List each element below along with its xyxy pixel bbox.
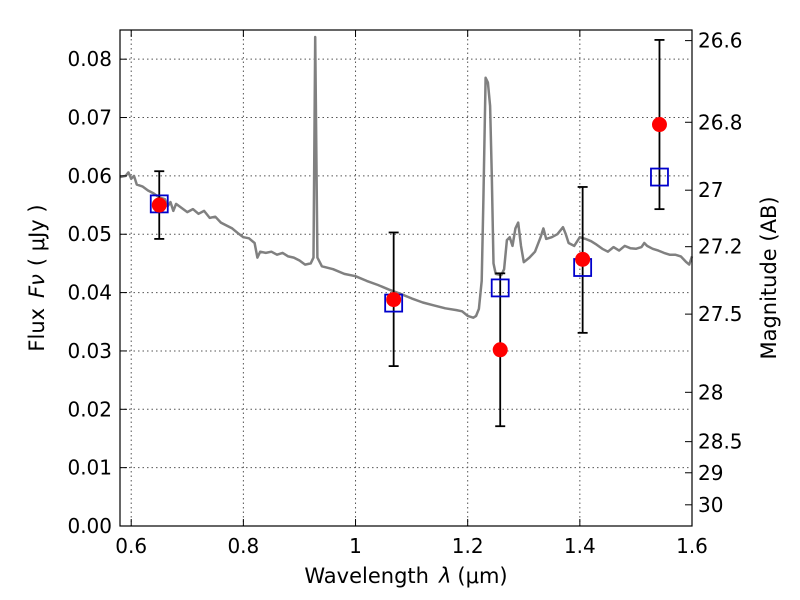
x-tick-label: 1 [349,534,362,558]
model-point [650,167,669,187]
measured-point [651,117,667,133]
y2-tick-label: 27.2 [698,235,743,259]
y2-axis-ticks: 26.6 26.8 27 27.2 27.5 28 28.5 29 30 [685,29,743,517]
y2-tick-label: 30 [698,493,723,517]
y-tick-label: 0.07 [67,106,112,130]
y2-tick-label: 26.6 [698,29,743,53]
y2-tick-label: 26.8 [698,110,743,134]
y2-tick-label: 27.5 [698,302,743,326]
measured-point [151,197,167,213]
y-tick-label: 0.04 [67,281,112,305]
y-tick-label: 0.00 [67,514,112,538]
y-tick-label: 0.03 [67,339,112,363]
measured-photometry [151,117,667,358]
x-tick-label: 0.8 [227,534,259,558]
x-tick-label: 0.6 [115,534,147,558]
x-tick-label: 1.2 [452,534,484,558]
error-bars [154,39,665,428]
y-tick-label: 0.02 [67,397,112,421]
model-point [490,278,510,298]
y2-tick-label: 28.5 [698,430,743,454]
grid [120,30,693,527]
y-axis-label: FluxFν( μJy ) [25,204,49,351]
measured-point [492,342,508,358]
measured-point [575,251,591,267]
plot-frame [119,29,693,527]
y2-tick-label: 29 [698,461,723,485]
y-tick-label: 0.06 [67,164,112,188]
y-tick-label: 0.05 [67,222,112,246]
y2-tick-label: 27 [698,178,723,202]
y-tick-label: 0.01 [67,456,112,480]
x-axis-ticks: 0.6 0.8 1 1.2 1.4 1.6 [115,30,708,558]
y2-axis-label: Magnitude (AB) [757,196,781,359]
x-tick-label: 1.6 [676,534,708,558]
measured-point [386,292,402,308]
y-axis-ticks: 0.00 0.01 0.02 0.03 0.04 0.05 0.06 0.07 0.08 [67,47,127,538]
x-axis-label: Wavelength λ (μm) [304,564,507,588]
x-tick-label: 1.4 [564,534,596,558]
model-spectrum [119,35,694,319]
spectrum-line [119,35,694,319]
y2-tick-label: 28 [698,380,723,404]
y-tick-label: 0.08 [67,47,112,71]
